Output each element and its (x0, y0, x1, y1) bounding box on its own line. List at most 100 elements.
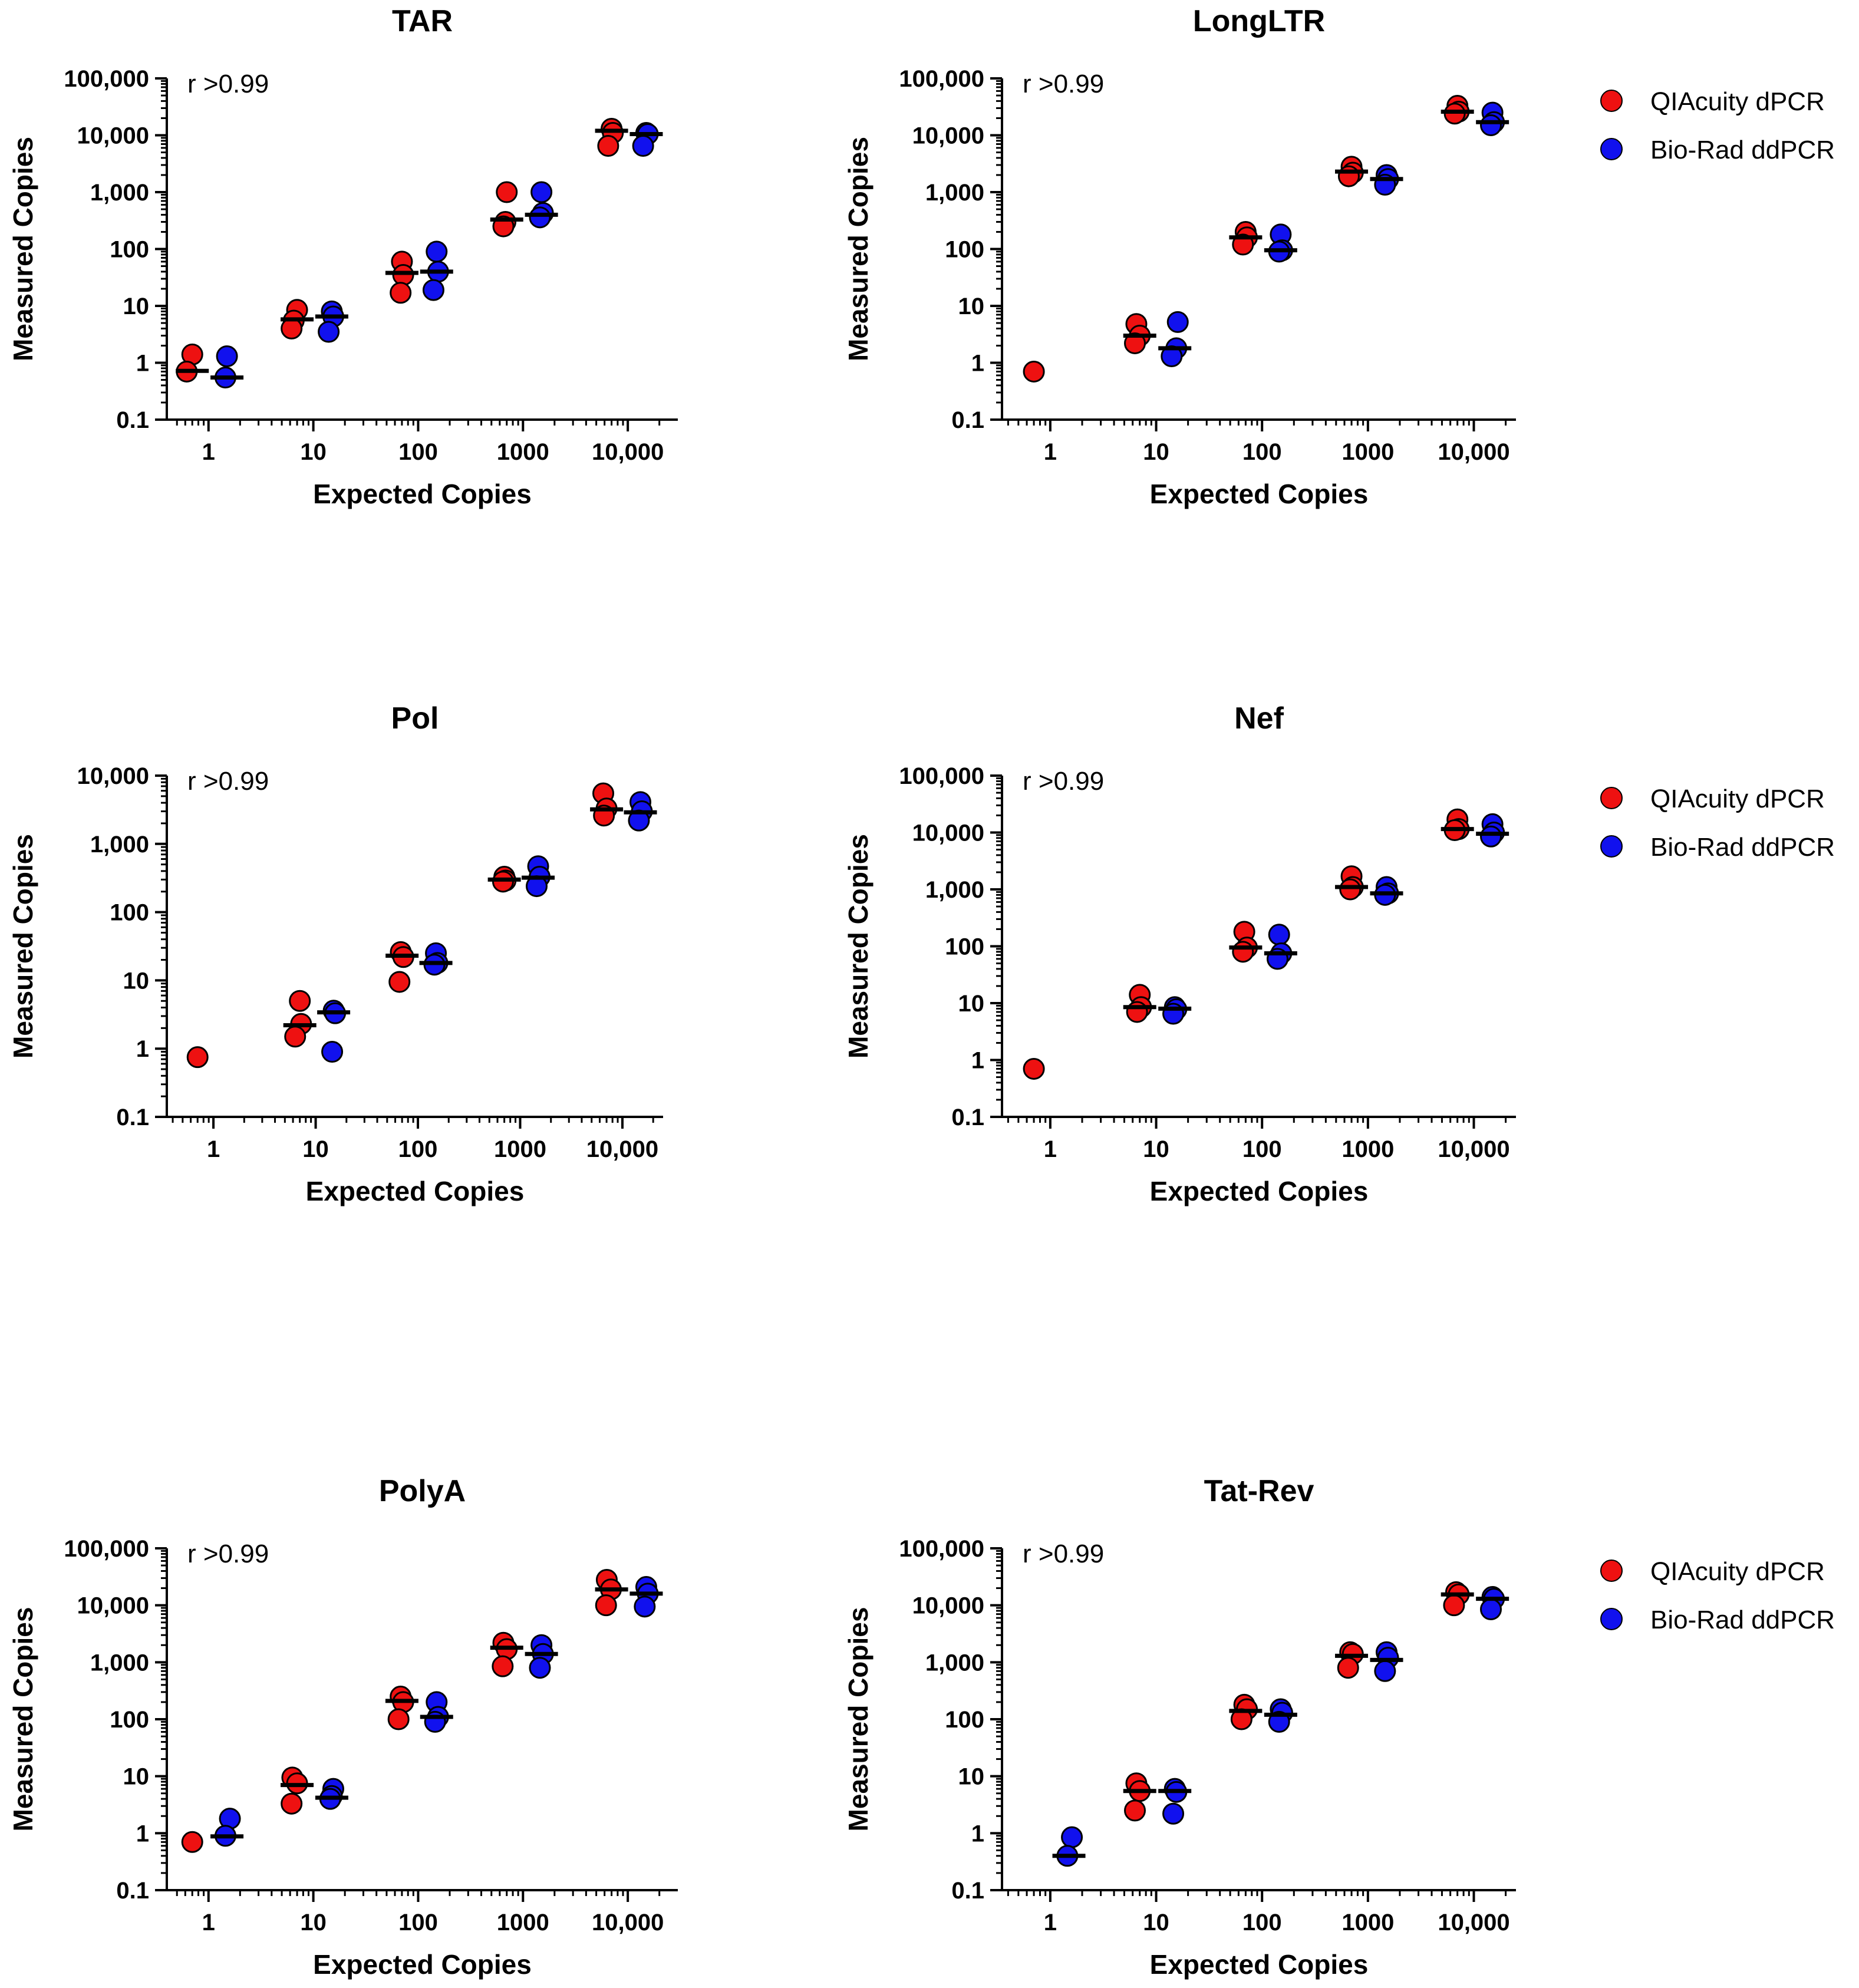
x-axis-label: Expected Copies (1150, 1176, 1369, 1206)
series-bio-rad-ddpcr (1158, 101, 1509, 368)
y-tick-label: 100 (110, 900, 149, 926)
y-tick-label: 100,000 (899, 66, 984, 92)
y-tick-label: 0.1 (116, 407, 149, 433)
legend-label: QIAcuity dPCR (1650, 87, 1825, 116)
x-tick-label: 10 (300, 439, 327, 465)
x-tick-label: 1 (1044, 1910, 1057, 1936)
y-axis-label: Measured Copies (843, 834, 874, 1059)
x-tick-label: 10 (1143, 1136, 1169, 1162)
x-tick-label: 10 (300, 1910, 327, 1936)
data-point (281, 1792, 303, 1815)
panel-nef: Nef 0.1 1 10 100 1,000 10,000 100,000 1 10 100 1000… (843, 701, 1835, 1206)
panel-longltr: LongLTR 0.1 1 10 100 1,000 10,000 100,000 1 10 100… (843, 4, 1835, 509)
y-tick-label: 10 (958, 991, 985, 1017)
x-tick-label: 1 (1044, 439, 1057, 465)
y-tick-label: 10,000 (912, 820, 984, 846)
x-tick-label: 1000 (1341, 1136, 1394, 1162)
legend-marker (1600, 138, 1623, 160)
data-point (321, 1040, 344, 1063)
x-tick-label: 10,000 (592, 439, 664, 465)
legend-label: QIAcuity dPCR (1650, 784, 1825, 813)
x-tick-label: 10 (1143, 1910, 1169, 1936)
x-axis-label: Expected Copies (313, 479, 532, 509)
data-point (597, 135, 619, 157)
series-qiacuity-dpcr (1023, 94, 1474, 383)
x-tick-label: 10,000 (592, 1910, 664, 1936)
panel-title: Pol (391, 701, 439, 736)
data-point (1023, 1057, 1045, 1080)
y-tick-label: 1 (136, 351, 149, 377)
x-tick-label: 1 (207, 1136, 220, 1162)
data-point (181, 1831, 203, 1853)
correlation-annotation: r >0.99 (187, 1539, 269, 1568)
data-point (1268, 924, 1290, 946)
x-tick-label: 10 (302, 1136, 329, 1162)
data-point (1162, 1802, 1185, 1825)
y-tick-label: 0.1 (951, 1105, 984, 1130)
y-tick-label: 1 (136, 1036, 149, 1062)
x-tick-label: 1 (202, 1910, 215, 1936)
y-axis-label: Measured Copies (843, 1607, 874, 1832)
legend-label: Bio-Rad ddPCR (1650, 136, 1835, 164)
panel-title: PolyA (379, 1474, 466, 1508)
x-tick-label: 10 (1143, 439, 1169, 465)
data-point (1166, 311, 1189, 333)
data-point (1479, 114, 1502, 137)
y-tick-label: 1 (971, 1048, 984, 1074)
y-tick-label: 10,000 (77, 123, 149, 149)
y-tick-label: 1,000 (90, 832, 149, 858)
y-tick-label: 100 (945, 934, 984, 960)
panel-polya: PolyA 0.1 1 10 100 1,000 10,000 100,000 1 10 100 10… (8, 1474, 678, 1980)
y-tick-label: 100 (945, 237, 984, 263)
data-point (1232, 941, 1254, 963)
y-tick-label: 100,000 (64, 66, 149, 92)
series-bio-rad-ddpcr (1158, 813, 1509, 1025)
data-point (1479, 1598, 1502, 1620)
series-qiacuity-dpcr (181, 1568, 628, 1853)
data-point (390, 282, 412, 304)
correlation-annotation: r >0.99 (1023, 767, 1104, 796)
data-point (422, 279, 444, 301)
data-point (388, 971, 411, 993)
x-tick-label: 10,000 (1438, 1136, 1509, 1162)
legend-marker (1600, 90, 1623, 112)
panel-tar: TAR 0.1 1 10 100 1,000 10,000 100,000 1 10 100 1000… (8, 4, 678, 509)
y-tick-label: 100 (945, 1707, 984, 1733)
y-tick-label: 1,000 (925, 1650, 984, 1676)
y-tick-label: 10 (123, 968, 150, 994)
legend-marker (1600, 787, 1623, 809)
y-tick-label: 10 (958, 1764, 985, 1790)
y-tick-label: 10,000 (912, 123, 984, 149)
y-tick-label: 100,000 (64, 1536, 149, 1562)
y-axis-label: Measured Copies (8, 1607, 38, 1832)
y-tick-label: 0.1 (116, 1878, 149, 1904)
x-tick-label: 100 (1242, 1136, 1282, 1162)
x-tick-label: 10,000 (1438, 439, 1509, 465)
data-point (1124, 1799, 1146, 1822)
x-tick-label: 100 (1242, 1910, 1282, 1936)
data-point (1339, 878, 1362, 901)
data-point (216, 345, 238, 368)
series-qiacuity-dpcr (1023, 808, 1474, 1080)
data-point (186, 1046, 209, 1069)
data-point (632, 135, 654, 157)
legend-marker (1600, 1608, 1623, 1630)
y-tick-label: 100,000 (899, 763, 984, 789)
series-qiacuity-dpcr (186, 782, 624, 1069)
y-tick-label: 0.1 (951, 407, 984, 433)
y-tick-label: 10,000 (912, 1593, 984, 1619)
x-tick-label: 10,000 (586, 1136, 658, 1162)
x-tick-label: 1000 (497, 439, 549, 465)
x-axis-label: Expected Copies (1150, 1949, 1369, 1980)
data-point (1124, 332, 1146, 354)
data-point (595, 1594, 617, 1617)
x-tick-label: 100 (1242, 439, 1282, 465)
data-point (492, 1655, 514, 1677)
y-tick-label: 1,000 (925, 877, 984, 903)
x-tick-label: 1000 (1341, 1910, 1394, 1936)
correlation-annotation: r >0.99 (187, 767, 269, 796)
y-tick-label: 10 (958, 294, 985, 319)
series-bio-rad-ddpcr (1052, 1586, 1509, 1867)
data-point (1232, 233, 1254, 256)
legend: QIAcuity dPCR Bio-Rad ddPCR (1600, 784, 1835, 862)
